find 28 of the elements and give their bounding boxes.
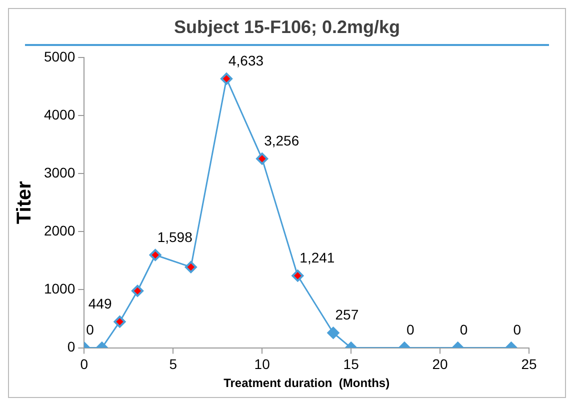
x-tick-label: 15: [343, 356, 360, 372]
x-tick-label: 0: [80, 356, 88, 372]
y-tick-label: 0: [67, 338, 76, 355]
point: [149, 248, 162, 261]
data-label: 3,256: [264, 132, 300, 149]
point: [256, 152, 268, 165]
point: [220, 72, 232, 85]
data-label: 449: [88, 296, 112, 312]
y-tick-label: 1000: [44, 280, 76, 297]
chart-title: Subject 15-F106; 0.2mg/kg: [172, 16, 402, 39]
y-tick-label: 4000: [44, 106, 76, 122]
data-label: 0: [86, 322, 94, 338]
y-tick-label: 5000: [44, 48, 76, 64]
data-label: 0: [406, 322, 414, 338]
data-label: 1,598: [157, 228, 193, 245]
x-tick-label: 25: [521, 356, 537, 372]
x-tick-label: 10: [254, 356, 270, 372]
data-label: 0: [460, 322, 468, 338]
x-tick-label: 20: [432, 356, 448, 372]
data-label: 0: [513, 322, 522, 338]
x-tick-label: 5: [169, 356, 178, 372]
data-label: 4,633: [228, 52, 264, 69]
data-label: 1,241: [300, 250, 335, 266]
data-label: 257: [335, 306, 359, 323]
y-axis-title: Titer: [14, 180, 36, 224]
y-tick-label: 3000: [44, 164, 76, 180]
x-axis-title: Treatment duration (Months): [224, 376, 390, 390]
y-tick-label: 2000: [44, 222, 76, 238]
